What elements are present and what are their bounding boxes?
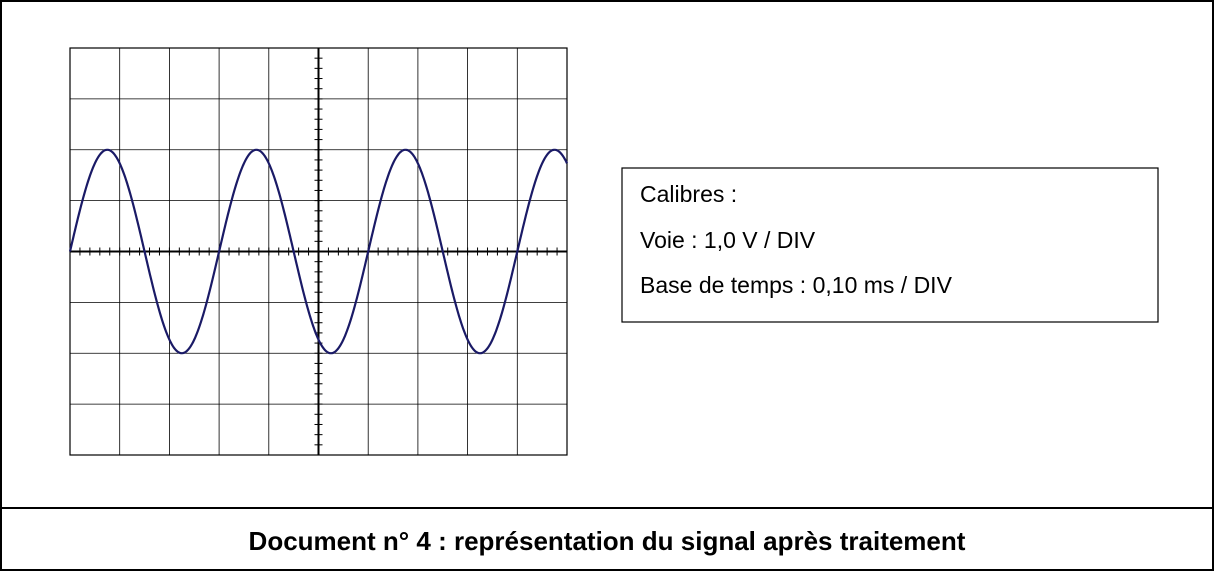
caption: Document n° 4 : représentation du signal… <box>249 526 966 556</box>
oscilloscope-screen <box>68 47 568 456</box>
calibres-box <box>621 167 1159 323</box>
calibres-title: Calibres : <box>640 181 737 207</box>
signal-trace <box>68 148 568 355</box>
calibre-line: Voie : 1,0 V / DIV <box>640 227 816 253</box>
calibre-line: Base de temps : 0,10 ms / DIV <box>640 272 953 298</box>
